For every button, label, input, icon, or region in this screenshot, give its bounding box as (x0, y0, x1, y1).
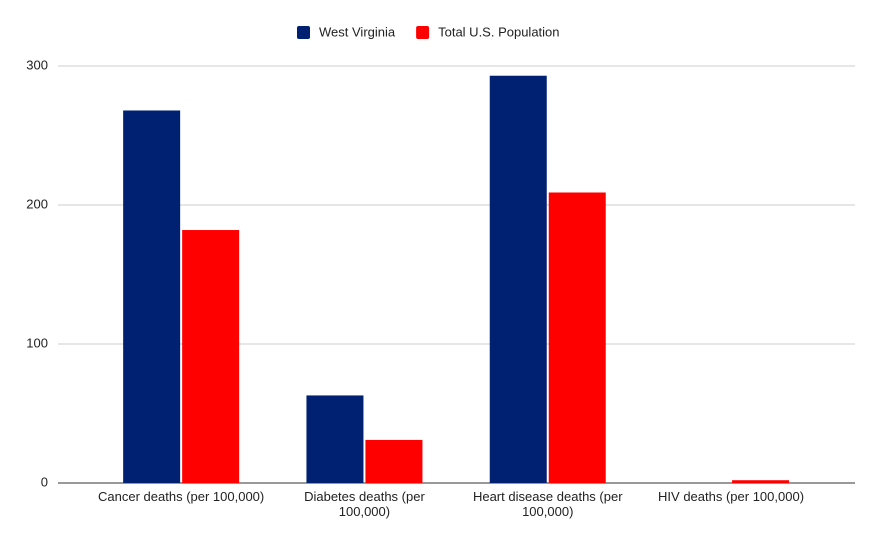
x-tick-label: Cancer deaths (per 100,000) (98, 489, 265, 504)
x-tick-label: Diabetes deaths (per 100,000) (304, 489, 425, 519)
bar (489, 75, 547, 483)
bar (182, 230, 240, 483)
legend-swatch (297, 26, 310, 39)
legend-label: Total U.S. Population (438, 24, 559, 39)
x-tick-label: Heart disease deaths (per 100,000) (472, 489, 623, 519)
bar (732, 480, 790, 483)
y-tick-label: 300 (26, 57, 48, 72)
x-tick-label: HIV deaths (per 100,000) (658, 489, 805, 504)
bar (306, 395, 364, 483)
legend-label: West Virginia (319, 24, 396, 39)
legend-swatch (416, 26, 430, 39)
y-tick-label: 100 (26, 335, 48, 350)
bar (548, 192, 606, 484)
y-tick-label: 0 (41, 474, 48, 489)
bar (365, 439, 423, 483)
bar (123, 110, 181, 483)
y-tick-label: 200 (26, 196, 48, 211)
